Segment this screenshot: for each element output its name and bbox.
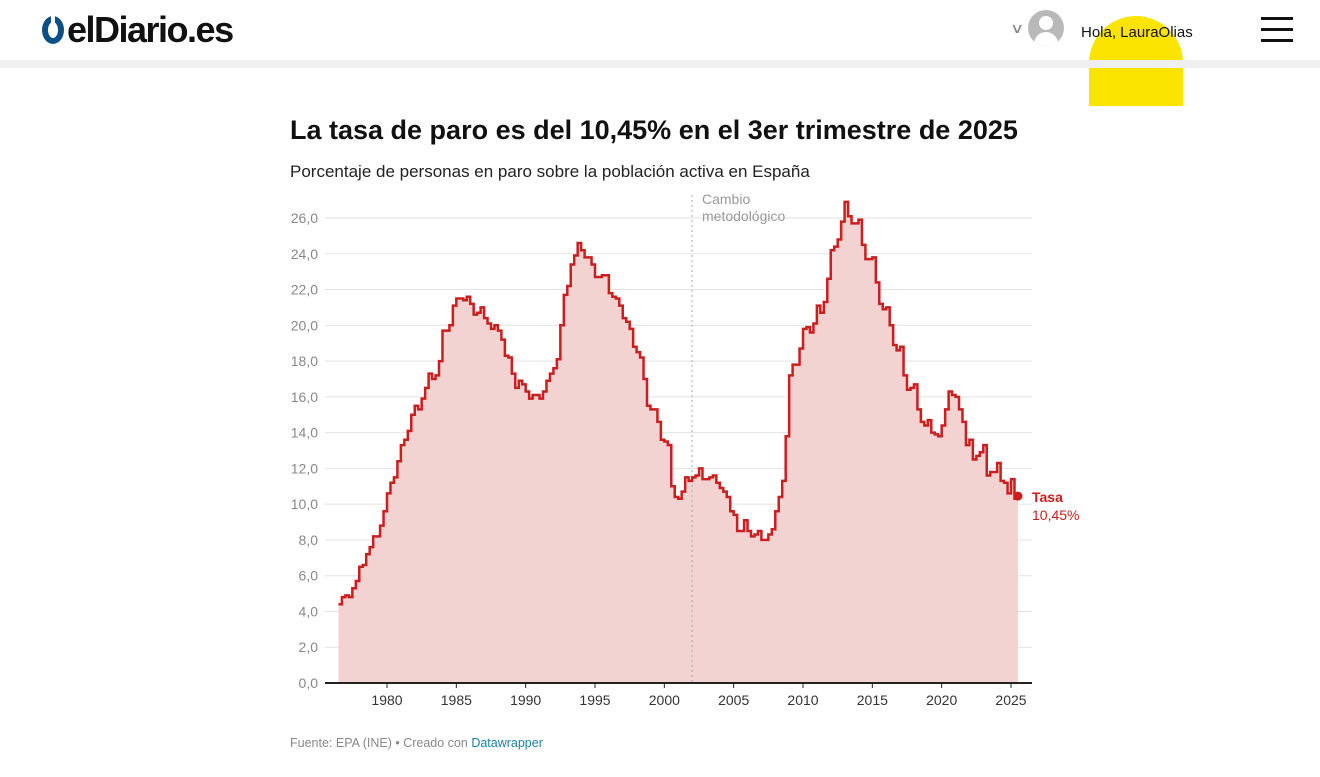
chevron-down-icon[interactable]: ∨ — [1009, 19, 1025, 36]
x-tick-label: 1995 — [579, 692, 610, 708]
hamburger-menu-icon[interactable] — [1261, 17, 1293, 43]
annotation-line1: Cambio — [702, 191, 750, 207]
x-tick-label: 2025 — [995, 692, 1026, 708]
y-tick-label: 26,0 — [291, 210, 318, 226]
y-tick-label: 18,0 — [291, 353, 318, 369]
user-menu[interactable]: ∨ — [1009, 8, 1065, 48]
x-tick-label: 1990 — [510, 692, 541, 708]
y-tick-label: 14,0 — [291, 425, 318, 441]
x-tick-label: 2010 — [787, 692, 818, 708]
x-tick-label: 2015 — [857, 692, 888, 708]
user-greeting[interactable]: Hola, LauraOlias — [1081, 24, 1193, 41]
end-label-name: Tasa — [1032, 489, 1063, 505]
y-tick-label: 4,0 — [299, 603, 319, 619]
x-tick-label: 2020 — [926, 692, 957, 708]
end-label-value: 10,45% — [1032, 507, 1079, 523]
chart-footer: Fuente: EPA (INE) • Creado con Datawrapp… — [290, 736, 543, 750]
chart-subtitle: Porcentaje de personas en paro sobre la … — [290, 162, 810, 181]
logo-mark-icon — [42, 15, 64, 44]
y-tick-label: 10,0 — [291, 496, 318, 512]
avatar-icon[interactable] — [1028, 10, 1065, 46]
chart-title: La tasa de paro es del 10,45% en el 3er … — [290, 115, 1018, 145]
header-divider — [0, 60, 1320, 68]
y-tick-label: 16,0 — [291, 389, 318, 405]
x-tick-label: 2000 — [649, 692, 680, 708]
x-tick-label: 1980 — [371, 692, 402, 708]
area-fill — [338, 201, 1018, 683]
y-tick-label: 8,0 — [299, 532, 319, 548]
site-logo[interactable]: elDiario.es — [42, 9, 234, 50]
x-tick-label: 1985 — [441, 692, 472, 708]
y-tick-label: 2,0 — [299, 639, 319, 655]
source-text: Fuente: EPA (INE) • Creado con — [290, 736, 472, 750]
series-line-tasa — [338, 200, 1020, 606]
datawrapper-link[interactable]: Datawrapper — [471, 736, 543, 750]
y-tick-label: 24,0 — [291, 246, 318, 262]
x-tick-label: 2005 — [718, 692, 749, 708]
y-tick-label: 22,0 — [291, 282, 318, 298]
y-tick-label: 6,0 — [299, 568, 319, 584]
end-point-marker — [1013, 491, 1023, 501]
y-tick-label: 20,0 — [291, 317, 318, 333]
annotation-line2: metodológico — [702, 208, 785, 224]
y-tick-label: 12,0 — [291, 460, 318, 476]
y-tick-label: 0,0 — [299, 675, 319, 691]
logo-text: elDiario.es — [67, 9, 234, 50]
